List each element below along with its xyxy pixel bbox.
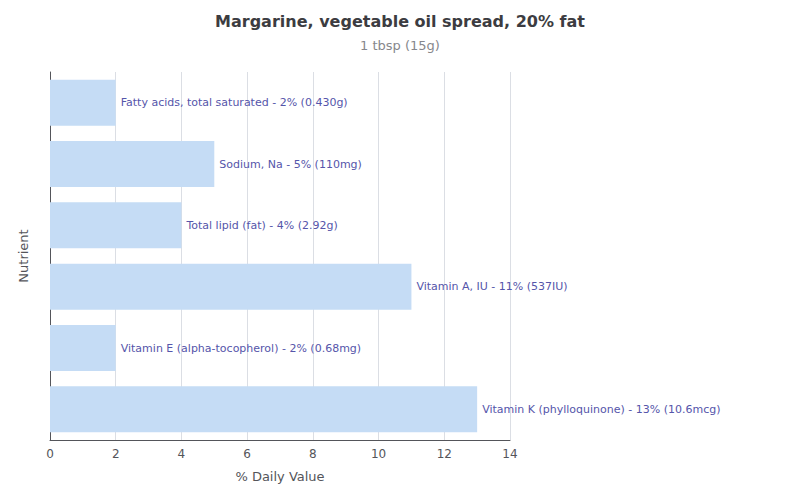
svg-text:Vitamin K (phylloquinone) - 13: Vitamin K (phylloquinone) - 13% (10.6mcg… xyxy=(482,403,720,416)
svg-text:10: 10 xyxy=(371,447,386,461)
svg-text:Fatty acids, total saturated -: Fatty acids, total saturated - 2% (0.430… xyxy=(121,96,348,109)
svg-text:Vitamin E (alpha-tocopherol) -: Vitamin E (alpha-tocopherol) - 2% (0.68m… xyxy=(121,342,361,355)
svg-text:12: 12 xyxy=(437,447,452,461)
svg-text:0: 0 xyxy=(46,447,54,461)
svg-text:Total lipid (fat) - 4% (2.92g): Total lipid (fat) - 4% (2.92g) xyxy=(185,219,337,232)
svg-text:Margarine, vegetable oil sprea: Margarine, vegetable oil spread, 20% fat xyxy=(215,12,585,31)
svg-text:Vitamin A, IU - 11% (537IU): Vitamin A, IU - 11% (537IU) xyxy=(416,280,567,293)
svg-text:% Daily Value: % Daily Value xyxy=(235,469,324,484)
svg-text:Nutrient: Nutrient xyxy=(16,229,31,282)
svg-text:4: 4 xyxy=(178,447,186,461)
svg-text:Sodium, Na - 5% (110mg): Sodium, Na - 5% (110mg) xyxy=(219,158,362,171)
svg-text:14: 14 xyxy=(502,447,517,461)
svg-text:6: 6 xyxy=(243,447,251,461)
svg-text:8: 8 xyxy=(309,447,317,461)
svg-text:1 tbsp (15g): 1 tbsp (15g) xyxy=(360,38,440,53)
svg-text:2: 2 xyxy=(112,447,120,461)
